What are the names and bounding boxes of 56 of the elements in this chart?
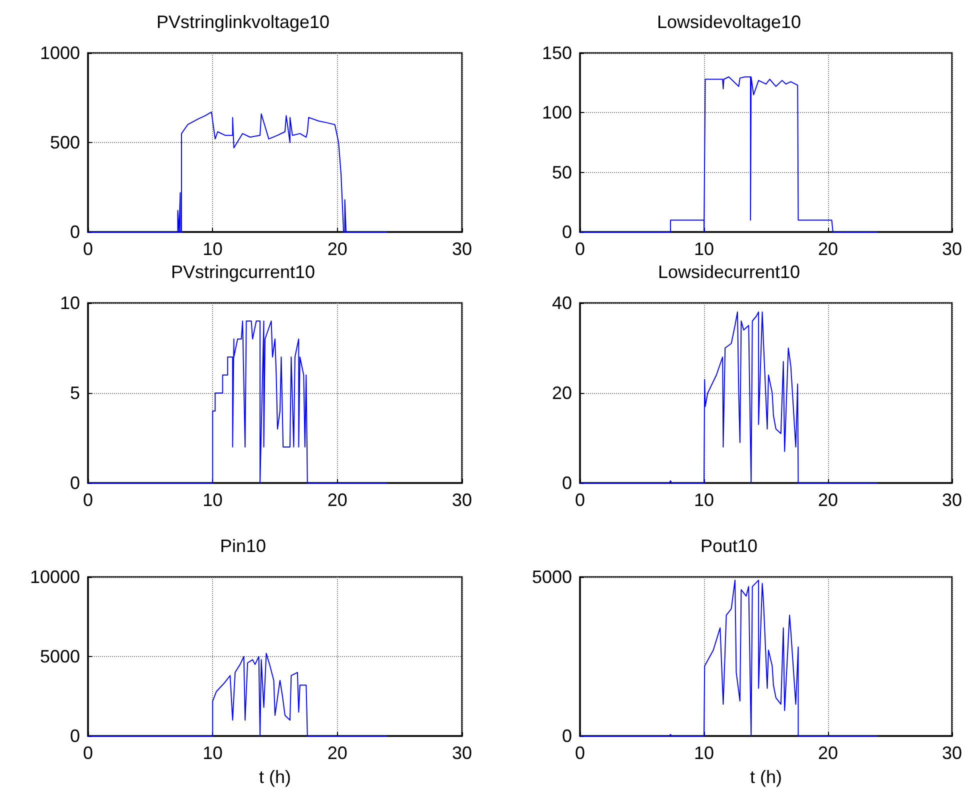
- y-tick-label: 0: [70, 473, 80, 493]
- x-axis-title: t (h): [258, 767, 292, 787]
- y-tick-label: 5: [70, 383, 80, 403]
- chart-title: PVstringlinkvoltage10: [156, 12, 330, 32]
- x-tick-label: 0: [574, 239, 586, 259]
- x-tick-label: 0: [574, 490, 586, 510]
- chart-title: Pout10: [700, 536, 758, 556]
- y-tick-label: 5000: [532, 567, 572, 587]
- y-tick-label: 40: [552, 293, 572, 313]
- x-tick-label: 10: [202, 239, 223, 259]
- x-tick-label: 30: [452, 490, 472, 510]
- x-tick-label: 10: [202, 743, 223, 763]
- y-tick-label: 10: [60, 293, 80, 313]
- line-series: [580, 312, 878, 484]
- x-axis-title: t (h): [750, 767, 782, 787]
- x-tick-label: 20: [327, 239, 348, 259]
- x-tick-label: 20: [818, 239, 838, 259]
- y-tick-label: 500: [50, 132, 80, 152]
- x-tick-label: 30: [942, 490, 962, 510]
- x-tick-label: 30: [452, 743, 472, 763]
- chart-title: Lowsidecurrent10: [658, 262, 800, 282]
- y-tick-label: 150: [542, 43, 572, 63]
- y-tick-label: 1000: [40, 43, 80, 63]
- y-tick-label: 0: [70, 222, 80, 242]
- chart-title: Lowsidevoltage10: [656, 12, 802, 32]
- chart-title: PVstringcurrent10: [170, 262, 316, 282]
- x-tick-label: 10: [694, 743, 714, 763]
- x-tick-label: 0: [82, 490, 94, 510]
- x-tick-label: 30: [942, 743, 962, 763]
- line-series: [88, 112, 388, 232]
- y-tick-label: 0: [562, 726, 572, 746]
- line-series: [580, 76, 878, 232]
- y-tick-label: 0: [70, 726, 80, 746]
- x-tick-label: 20: [818, 490, 838, 510]
- y-tick-label: 100: [542, 102, 572, 123]
- x-tick-label: 20: [327, 490, 348, 510]
- line-series: [88, 320, 388, 484]
- y-tick-label: 20: [552, 383, 572, 403]
- line-series: [580, 580, 878, 736]
- y-tick-label: 5000: [40, 646, 80, 666]
- x-tick-label: 0: [574, 743, 586, 763]
- x-tick-label: 10: [694, 239, 714, 259]
- x-tick-label: 30: [452, 239, 472, 259]
- y-tick-label: 0: [562, 222, 572, 242]
- y-tick-label: 0: [562, 473, 572, 493]
- x-tick-label: 0: [82, 743, 94, 763]
- x-tick-label: 20: [818, 743, 838, 763]
- x-tick-label: 30: [942, 239, 962, 259]
- x-tick-label: 20: [327, 743, 348, 763]
- chart-title: Pin10: [220, 536, 266, 556]
- x-tick-label: 10: [694, 490, 714, 510]
- x-tick-label: 10: [202, 490, 223, 510]
- y-tick-label: 50: [552, 162, 572, 182]
- line-series: [88, 652, 388, 736]
- y-tick-label: 10000: [30, 567, 80, 587]
- x-tick-label: 0: [82, 239, 94, 259]
